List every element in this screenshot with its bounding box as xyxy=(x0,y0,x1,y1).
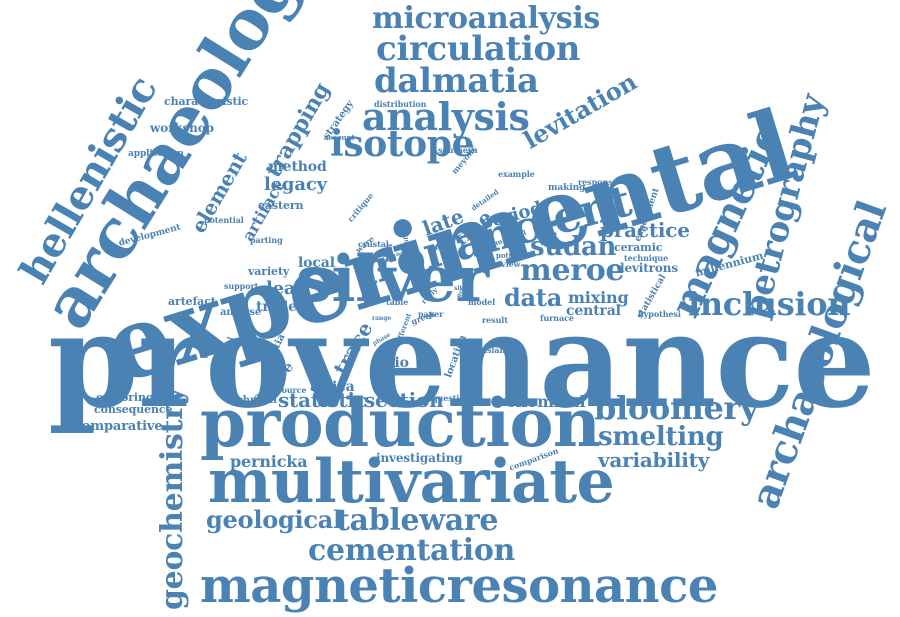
word: data xyxy=(504,283,563,312)
word: geochemistry xyxy=(155,387,190,610)
word: example xyxy=(498,169,535,179)
word: silver xyxy=(296,242,489,317)
word: level xyxy=(385,244,394,262)
word: inclusion xyxy=(688,285,851,323)
word: paper xyxy=(418,309,444,319)
word: making xyxy=(548,183,586,193)
word: table xyxy=(386,297,409,307)
word: exploring xyxy=(96,391,154,404)
word: isotope xyxy=(330,123,475,165)
word: comparative xyxy=(74,419,163,434)
word: investigating xyxy=(376,451,463,465)
word: practice xyxy=(600,218,690,242)
word: magneticresonance xyxy=(200,558,718,614)
word: provenance xyxy=(48,284,876,437)
word: method xyxy=(268,159,327,175)
word: technical xyxy=(226,395,277,406)
word: analyse xyxy=(220,307,262,318)
word: account xyxy=(324,133,355,142)
word: lead xyxy=(266,278,308,299)
word: section xyxy=(364,388,444,412)
word: potential xyxy=(204,215,244,225)
word: workshop xyxy=(150,121,214,135)
word: crustal xyxy=(358,239,389,249)
word: review xyxy=(492,259,521,269)
word: ratio xyxy=(372,355,409,371)
word: pernicka xyxy=(230,452,308,471)
word: trap xyxy=(456,399,470,406)
word: tableware xyxy=(336,503,499,538)
word: geological xyxy=(206,505,342,534)
word: production xyxy=(200,384,601,462)
word: application xyxy=(128,149,184,159)
word: mixing xyxy=(568,288,629,307)
word: vessel xyxy=(432,245,452,252)
word: analysis xyxy=(362,94,530,139)
word: characteristic xyxy=(164,95,249,108)
word: origin xyxy=(396,251,416,258)
word: levitrons xyxy=(620,261,678,275)
word: variety xyxy=(248,265,290,278)
word: local xyxy=(298,255,335,271)
word: smelting xyxy=(598,422,724,452)
word: support xyxy=(224,281,259,291)
word: meroe xyxy=(520,253,625,288)
word: response xyxy=(578,177,618,187)
word: chemical xyxy=(506,392,586,411)
word: microanalysis xyxy=(372,1,601,36)
word: circulation xyxy=(376,29,581,69)
word: legacy xyxy=(264,174,327,195)
word: africa xyxy=(310,379,355,395)
word: pottery xyxy=(496,251,524,260)
word: model xyxy=(468,297,496,307)
word: distribution xyxy=(374,99,427,109)
word: ceramic xyxy=(614,241,663,254)
word: multivariate xyxy=(208,447,615,517)
word: artefact xyxy=(168,295,216,308)
word: consequence xyxy=(94,403,173,416)
word: question xyxy=(432,393,471,403)
word: parting xyxy=(250,235,283,245)
word: resource xyxy=(268,385,307,395)
word: result xyxy=(482,315,508,325)
word: range xyxy=(372,315,392,322)
word: furnace xyxy=(540,313,574,323)
word: statistic xyxy=(278,388,367,412)
word: technique xyxy=(624,253,669,263)
word: eastern xyxy=(258,199,304,212)
word: sites xyxy=(454,285,470,292)
word: island xyxy=(484,345,511,355)
word: cementation xyxy=(308,533,516,568)
word: trade xyxy=(256,299,297,315)
word: central xyxy=(566,303,621,319)
word: hypothesi xyxy=(638,309,681,319)
word: dalmatia xyxy=(374,61,539,101)
word: variability xyxy=(598,448,710,472)
word: bloomery xyxy=(594,389,759,427)
word: present xyxy=(403,236,410,262)
word: southern xyxy=(438,145,478,155)
word: sudan xyxy=(530,232,617,262)
